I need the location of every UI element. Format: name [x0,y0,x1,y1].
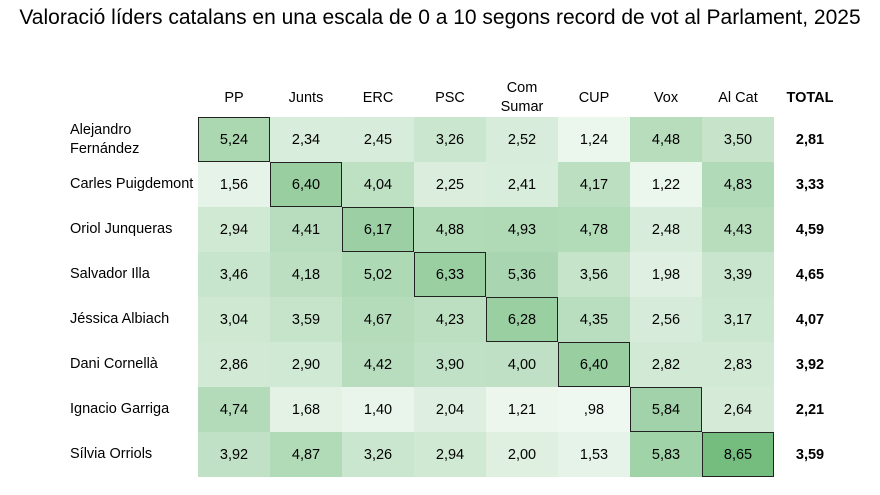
heat-cell-jessica-albiach-com-sumar: 6,28 [486,297,558,342]
row-label-carles-puigdemont: Carles Puigdemont [70,176,194,192]
row-label-dani-cornella: Dani Cornellà [70,356,158,372]
total-value-alejandro-fernandez: 2,81 [795,131,825,148]
heat-cell-silvia-orriols-vox: 5,83 [630,432,702,477]
row-label-jessica-albiach: Jéssica Albiach [70,311,170,327]
heat-cell-alejandro-fernandez-cup: 1,24 [558,117,630,162]
row-label-salvador-illa: Salvador Illa [70,266,150,282]
heat-cell-alejandro-fernandez-com-sumar: 2,52 [486,117,558,162]
total-value-salvador-illa: 4,65 [795,266,825,283]
heat-cell-silvia-orriols-pp: 3,92 [198,432,270,477]
heat-cell-jessica-albiach-psc: 4,23 [414,297,486,342]
heat-cell-jessica-albiach-vox: 2,56 [630,297,702,342]
heat-cell-carles-puigdemont-pp: 1,56 [198,162,270,207]
heat-cell-carles-puigdemont-cup: 4,17 [558,162,630,207]
heat-cell-oriol-junqueras-pp: 2,94 [198,207,270,252]
heat-cell-alejandro-fernandez-junts: 2,34 [270,117,342,162]
heat-cell-silvia-orriols-com-sumar: 2,00 [486,432,558,477]
heat-cell-carles-puigdemont-junts: 6,40 [270,162,342,207]
total-value-dani-cornella: 3,92 [795,356,825,373]
heat-cell-ignacio-garriga-junts: 1,68 [270,387,342,432]
heat-cell-ignacio-garriga-cup: ,98 [558,387,630,432]
heat-cell-ignacio-garriga-com-sumar: 1,21 [486,387,558,432]
heat-cell-dani-cornella-erc: 4,42 [342,342,414,387]
column-header-al-cat: Al Cat [718,89,758,106]
heat-cell-silvia-orriols-al-cat: 8,65 [702,432,774,477]
heat-cell-alejandro-fernandez-erc: 2,45 [342,117,414,162]
heat-cell-alejandro-fernandez-al-cat: 3,50 [702,117,774,162]
heat-cell-carles-puigdemont-vox: 1,22 [630,162,702,207]
heat-cell-ignacio-garriga-vox: 5,84 [630,387,702,432]
heat-cell-oriol-junqueras-erc: 6,17 [342,207,414,252]
heat-cell-silvia-orriols-psc: 2,94 [414,432,486,477]
heat-cell-dani-cornella-al-cat: 2,83 [702,342,774,387]
heat-cell-ignacio-garriga-psc: 2,04 [414,387,486,432]
heat-cell-oriol-junqueras-vox: 2,48 [630,207,702,252]
heat-cell-salvador-illa-al-cat: 3,39 [702,252,774,297]
heat-cell-dani-cornella-pp: 2,86 [198,342,270,387]
heat-cell-oriol-junqueras-psc: 4,88 [414,207,486,252]
heat-cell-jessica-albiach-erc: 4,67 [342,297,414,342]
heat-cell-oriol-junqueras-al-cat: 4,43 [702,207,774,252]
column-header-erc: ERC [362,89,394,106]
heat-cell-carles-puigdemont-com-sumar: 2,41 [486,162,558,207]
heat-cell-silvia-orriols-erc: 3,26 [342,432,414,477]
heat-cell-ignacio-garriga-al-cat: 2,64 [702,387,774,432]
heat-cell-salvador-illa-vox: 1,98 [630,252,702,297]
row-label-ignacio-garriga: Ignacio Garriga [70,401,170,417]
total-value-oriol-junqueras: 4,59 [795,221,825,238]
heat-cell-jessica-albiach-al-cat: 3,17 [702,297,774,342]
row-label-oriol-junqueras: Oriol Junqueras [70,221,173,237]
heat-cell-alejandro-fernandez-pp: 5,24 [198,117,270,162]
heat-cell-jessica-albiach-pp: 3,04 [198,297,270,342]
heat-cell-dani-cornella-com-sumar: 4,00 [486,342,558,387]
heat-cell-carles-puigdemont-al-cat: 4,83 [702,162,774,207]
heat-cell-salvador-illa-cup: 3,56 [558,252,630,297]
total-value-silvia-orriols: 3,59 [795,446,825,463]
heat-cell-salvador-illa-junts: 4,18 [270,252,342,297]
heat-cell-alejandro-fernandez-psc: 3,26 [414,117,486,162]
heat-cell-alejandro-fernandez-vox: 4,48 [630,117,702,162]
heat-cell-carles-puigdemont-erc: 4,04 [342,162,414,207]
heat-cell-oriol-junqueras-cup: 4,78 [558,207,630,252]
row-label-silvia-orriols: Sílvia Orriols [70,446,153,462]
heat-cell-oriol-junqueras-com-sumar: 4,93 [486,207,558,252]
heat-cell-jessica-albiach-cup: 4,35 [558,297,630,342]
column-header-pp: PP [224,89,244,106]
total-value-carles-puigdemont: 3,33 [795,176,825,193]
column-header-vox: Vox [653,89,679,106]
heat-cell-salvador-illa-psc: 6,33 [414,252,486,297]
heat-cell-ignacio-garriga-pp: 4,74 [198,387,270,432]
heat-cell-dani-cornella-junts: 2,90 [270,342,342,387]
heat-cell-dani-cornella-vox: 2,82 [630,342,702,387]
column-header-total: TOTAL [786,89,834,106]
column-header-com-sumar: Com Sumar [500,80,544,115]
heat-cell-salvador-illa-com-sumar: 5,36 [486,252,558,297]
heat-cell-ignacio-garriga-erc: 1,40 [342,387,414,432]
heat-cell-carles-puigdemont-psc: 2,25 [414,162,486,207]
heat-cell-silvia-orriols-cup: 1,53 [558,432,630,477]
total-value-jessica-albiach: 4,07 [795,311,825,328]
heat-cell-oriol-junqueras-junts: 4,41 [270,207,342,252]
row-label-alejandro-fernandez: Alejandro Fernández [70,121,140,157]
chart-title: Valoració líders catalans en una escala … [19,6,861,29]
total-value-ignacio-garriga: 2,21 [795,401,825,418]
heat-cell-silvia-orriols-junts: 4,87 [270,432,342,477]
column-header-psc: PSC [435,89,465,106]
column-header-cup: CUP [578,89,610,106]
heat-cell-salvador-illa-pp: 3,46 [198,252,270,297]
column-header-junts: Junts [288,89,324,106]
heat-cell-dani-cornella-psc: 3,90 [414,342,486,387]
heat-cell-jessica-albiach-junts: 3,59 [270,297,342,342]
heat-cell-dani-cornella-cup: 6,40 [558,342,630,387]
heat-cell-salvador-illa-erc: 5,02 [342,252,414,297]
